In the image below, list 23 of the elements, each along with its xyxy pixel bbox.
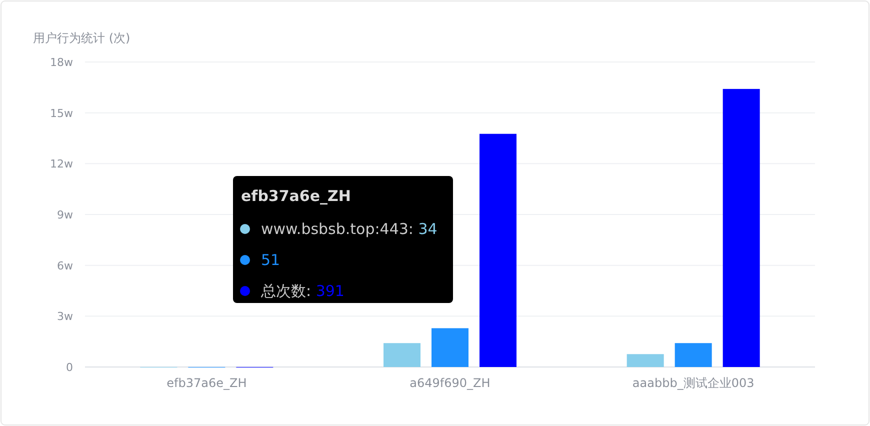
bar <box>626 354 664 367</box>
y-tick-label: 18w <box>50 56 73 69</box>
y-tick-label: 12w <box>50 158 73 171</box>
annotation: 51 <box>261 251 280 269</box>
y-tick-label: 9w <box>57 208 73 222</box>
y-tick-label: 3w <box>57 310 73 324</box>
bar <box>384 343 420 367</box>
y-tick-label: 6w <box>57 259 73 272</box>
legend-label: 总次数: <box>260 282 316 300</box>
annotation: 391 <box>316 282 344 300</box>
y-axis-title: 用户行为统计 (次) <box>33 31 130 45</box>
annotation: efb37a6e_ZH <box>241 187 351 205</box>
x-tick-label: efb37a6e_ZH <box>166 376 247 390</box>
x-tick-label: a649f690_ZH <box>410 376 490 390</box>
legend-label: www.bsbsb.top:443: <box>261 220 418 238</box>
bar <box>674 343 712 367</box>
annotation: 34 <box>418 220 438 238</box>
bar <box>480 134 516 367</box>
bar <box>432 328 468 367</box>
x-tick-label: aaabbb_测试企业003 <box>632 376 754 390</box>
bar <box>722 88 760 367</box>
y-tick-label: 15w <box>50 106 73 120</box>
y-tick-label: 0 <box>66 361 73 374</box>
